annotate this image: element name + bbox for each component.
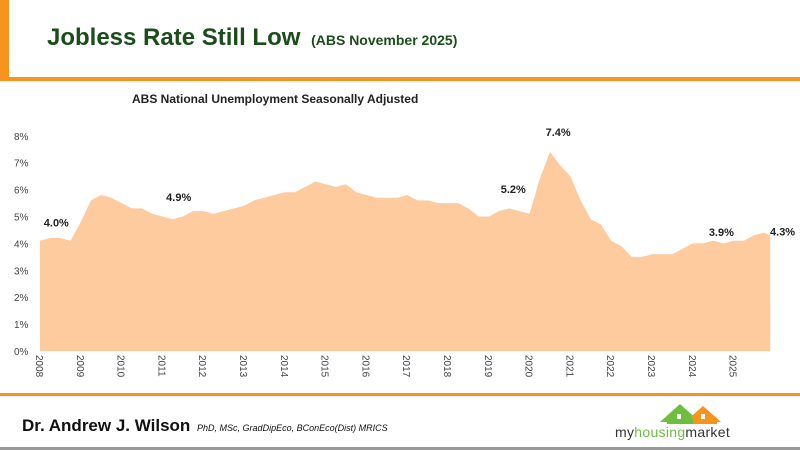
x-tick-label: 2021	[563, 355, 574, 378]
data-label: 5.2%	[501, 184, 526, 196]
x-tick-label: 2022	[604, 355, 615, 378]
y-tick-label: 7%	[14, 159, 29, 170]
area-series	[40, 151, 771, 351]
data-label: 7.4%	[546, 127, 571, 139]
header-divider	[0, 77, 800, 81]
x-tick-label: 2011	[155, 355, 166, 377]
x-tick-label: 2016	[359, 355, 370, 378]
unemployment-chart: 0% 1% 2% 3% 4% 5% 6% 7% 8% 2008 2009 2010 2011 2012 20…	[14, 127, 795, 378]
x-tick-label: 2020	[523, 355, 534, 378]
x-tick-label: 2013	[237, 355, 248, 378]
data-label: 4.3%	[770, 226, 795, 238]
x-tick-label: 2019	[482, 355, 493, 378]
y-tick-label: 4%	[14, 239, 29, 250]
y-tick-label: 2%	[14, 293, 29, 304]
y-tick-label: 5%	[14, 213, 29, 224]
x-tick-label: 2015	[319, 355, 330, 378]
x-tick-label: 2018	[441, 355, 452, 378]
header-bar: Jobless Rate Still Low (ABS November 202…	[0, 0, 800, 81]
logo-houses-icon	[660, 404, 721, 424]
accent-bar	[0, 0, 9, 80]
logo-part: market	[685, 424, 731, 440]
y-tick-label: 6%	[14, 186, 29, 197]
logo-part: my	[615, 424, 635, 440]
author-text: Dr. Andrew J. Wilson	[22, 416, 191, 435]
y-tick-label: 1%	[14, 320, 29, 331]
x-tick-label: 2024	[686, 355, 697, 378]
y-tick-label: 8%	[14, 132, 29, 143]
x-tick-label: 2014	[278, 355, 289, 378]
bottom-border	[0, 447, 800, 450]
y-tick-label: 0%	[14, 347, 29, 358]
logo-part: housing	[634, 424, 686, 440]
data-label: 4.0%	[44, 217, 69, 229]
logo-text: myhousingmarket	[615, 424, 730, 440]
x-tick-label: 2025	[727, 355, 738, 378]
x-tick-label: 2009	[74, 355, 85, 378]
y-tick-label: 3%	[14, 266, 29, 277]
data-label: 3.9%	[709, 227, 734, 239]
x-tick-label: 2023	[645, 355, 656, 378]
footer-divider	[0, 393, 800, 396]
data-label: 4.9%	[166, 192, 191, 204]
title-text: Jobless Rate Still Low	[47, 24, 301, 51]
chart-title: ABS National Unemployment Seasonally Adj…	[132, 92, 419, 106]
author-name: Dr. Andrew J. Wilson PhD, MSc, GradDipEc…	[22, 416, 388, 436]
x-tick-label: 2017	[400, 355, 411, 378]
x-tick-label: 2010	[115, 355, 126, 378]
x-tick-label: 2008	[33, 355, 44, 378]
author-credentials: PhD, MSc, GradDipEco, BConEco(Dist) MRIC…	[197, 423, 388, 433]
x-tick-label: 2012	[196, 355, 207, 378]
page-title: Jobless Rate Still Low (ABS November 202…	[47, 24, 457, 52]
page-subtitle: (ABS November 2025)	[311, 32, 458, 48]
